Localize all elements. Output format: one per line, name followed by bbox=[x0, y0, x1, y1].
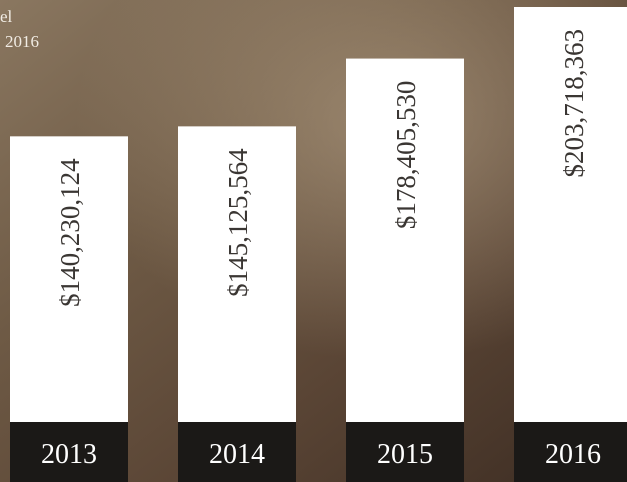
bar bbox=[346, 58, 464, 423]
bar bbox=[10, 136, 128, 422]
value-label: $140,230,124 bbox=[55, 158, 85, 307]
x-tick-label: 2015 bbox=[377, 439, 433, 470]
value-label: $203,718,363 bbox=[559, 29, 589, 178]
bar bbox=[178, 126, 296, 422]
x-tick-label: 2013 bbox=[41, 439, 97, 470]
category-box bbox=[346, 422, 464, 482]
title-line: 2016 bbox=[5, 32, 39, 51]
x-tick-label: 2016 bbox=[545, 439, 601, 470]
title-line: el bbox=[0, 7, 13, 26]
category-box bbox=[178, 422, 296, 482]
x-tick-label: 2014 bbox=[209, 439, 265, 470]
value-label: $145,125,564 bbox=[223, 148, 253, 297]
value-label: $178,405,530 bbox=[391, 81, 421, 230]
category-box bbox=[514, 422, 627, 482]
category-box bbox=[10, 422, 128, 482]
bar bbox=[514, 7, 627, 422]
